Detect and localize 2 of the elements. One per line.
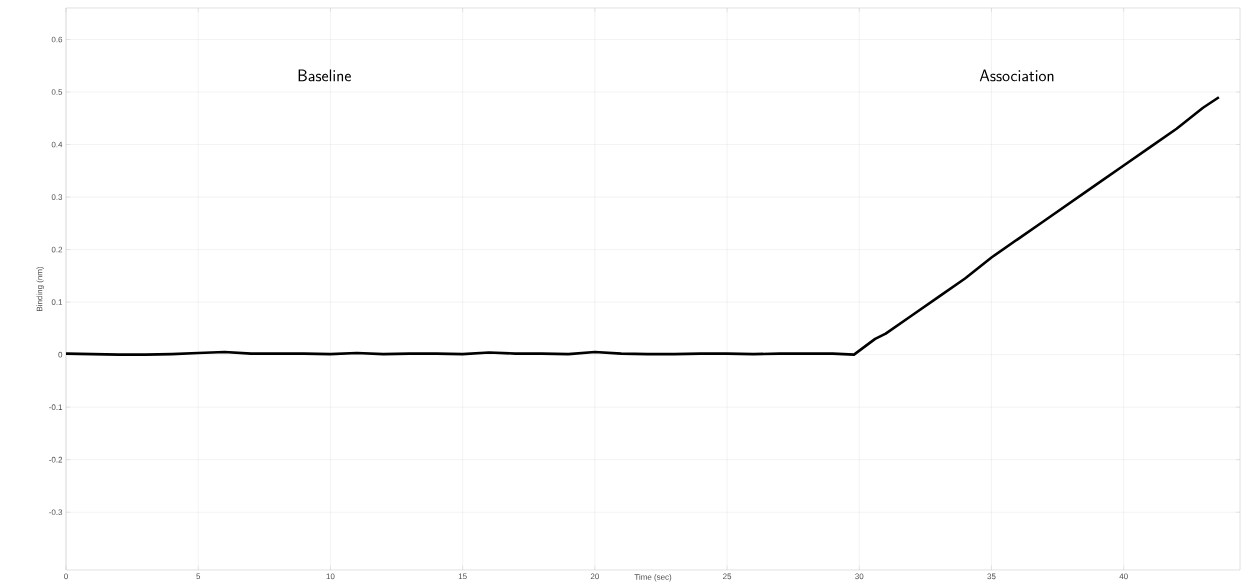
annotation: Association [979, 69, 1054, 82]
annotation: Baseline [298, 69, 351, 82]
